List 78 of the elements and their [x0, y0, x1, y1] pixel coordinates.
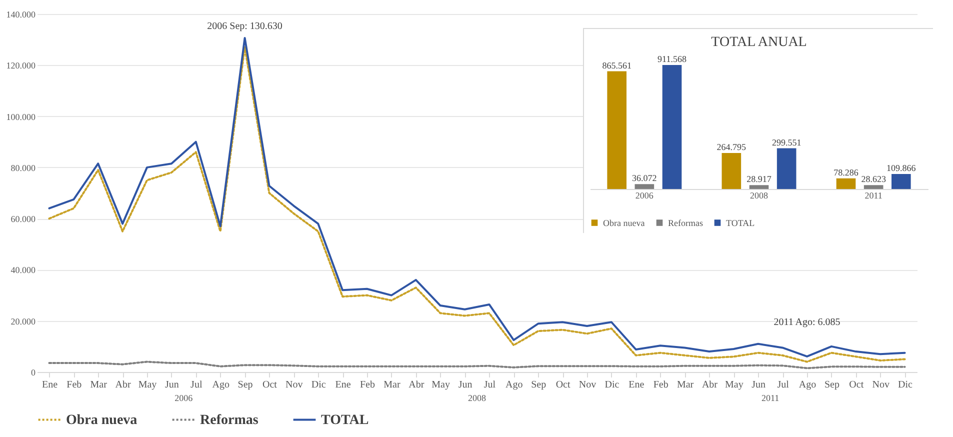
x-tick-label: 2011: [864, 190, 882, 200]
bar: [776, 148, 796, 189]
text: 2011: [761, 393, 780, 403]
x-tick-label: Jul: [777, 380, 790, 390]
x-tick-label: Nov: [286, 380, 303, 390]
x-tick-label: Jun: [458, 380, 472, 390]
x-tick-label: Ago: [212, 380, 230, 390]
x-tick-label: Ene: [628, 380, 645, 390]
data-label: 264.795: [716, 142, 747, 152]
x-tick-label: Dic: [311, 380, 326, 390]
line-series: [48, 360, 906, 370]
x-tick-label: Jul: [190, 380, 202, 390]
x-tick-label: May: [432, 380, 450, 390]
data-label: 109.866: [886, 163, 916, 174]
x-tick-label: Jun: [752, 380, 766, 390]
x-tick-label: 2008: [750, 190, 768, 200]
x-tick-label: Ene: [42, 380, 58, 390]
y-tick-label: 80.000: [10, 162, 36, 173]
x-tick-label: Sep: [531, 380, 546, 390]
legend-label: TOTAL: [321, 412, 369, 428]
bar: [607, 71, 626, 189]
y-tick-label: 120.000: [6, 60, 36, 71]
y-tick-label: 100.000: [6, 112, 36, 122]
x-tick-label: Jul: [484, 380, 496, 390]
annotation: 2011 Ago: 6.085: [774, 316, 840, 328]
y-tick-label: 20.000: [10, 316, 36, 326]
legend-label: Obra nueva: [603, 218, 645, 228]
x-tick-label: Ene: [335, 380, 352, 390]
legend-label: Reformas: [200, 412, 259, 428]
x-tick-label: Oct: [849, 380, 864, 390]
legend-label: Reformas: [668, 218, 704, 228]
x-tick-label: Ago: [798, 380, 816, 390]
x-tick-label: Sep: [824, 380, 840, 390]
x-tick-label: Abr: [408, 380, 425, 390]
legend-label: TOTAL: [726, 218, 755, 228]
chart-title: TOTAL ANUAL: [711, 35, 807, 50]
y-tick-label: 140.000: [6, 10, 36, 20]
bar: [749, 185, 769, 189]
data-label: 911.568: [658, 54, 687, 64]
x-tick-label: Feb: [653, 380, 668, 390]
annotation: 2006 Sep: 130.630: [207, 20, 282, 32]
y-tick-label: 0: [31, 368, 36, 378]
x-tick-label: Mar: [384, 380, 401, 390]
x-tick-label: May: [724, 380, 744, 390]
x-tick-label: Dic: [898, 380, 914, 390]
x-tick-label: Oct: [262, 380, 278, 390]
bar: [722, 152, 742, 189]
x-tick-label: Abr: [115, 380, 132, 390]
bar: [892, 174, 911, 189]
data-label: 865.561: [602, 60, 632, 70]
x-tick-label: 2006: [635, 190, 654, 200]
x-tick-label: Abr: [702, 380, 718, 390]
bar: [662, 65, 682, 189]
bar: [836, 178, 856, 189]
y-tick-label: 40.000: [10, 265, 36, 276]
x-tick-label: Oct: [556, 380, 570, 390]
x-tick-label: Sep: [238, 380, 253, 390]
x-tick-label: Mar: [676, 380, 694, 390]
x-tick-label: Dic: [604, 380, 620, 390]
x-tick-label: Mar: [90, 380, 108, 390]
x-tick-label: May: [138, 380, 157, 390]
data-label: 36.072: [632, 173, 657, 184]
data-label: 299.551: [772, 137, 802, 148]
x-tick-label: Feb: [360, 380, 375, 390]
x-tick-label: Feb: [66, 380, 82, 390]
x-tick-label: Nov: [872, 380, 890, 390]
x-tick-label: Ago: [506, 380, 523, 390]
text: 2008: [468, 393, 486, 403]
x-tick-label: Jun: [164, 380, 179, 390]
bar: [864, 185, 884, 189]
y-tick-label: 60.000: [10, 214, 36, 224]
legend-label: Obra nueva: [66, 412, 138, 428]
data-label: 28.917: [746, 174, 772, 184]
bar: [634, 184, 654, 189]
data-label: 78.286: [834, 167, 859, 178]
data-label: 28.623: [861, 174, 886, 184]
x-tick-label: Nov: [578, 380, 596, 390]
text: 2006: [174, 393, 194, 403]
